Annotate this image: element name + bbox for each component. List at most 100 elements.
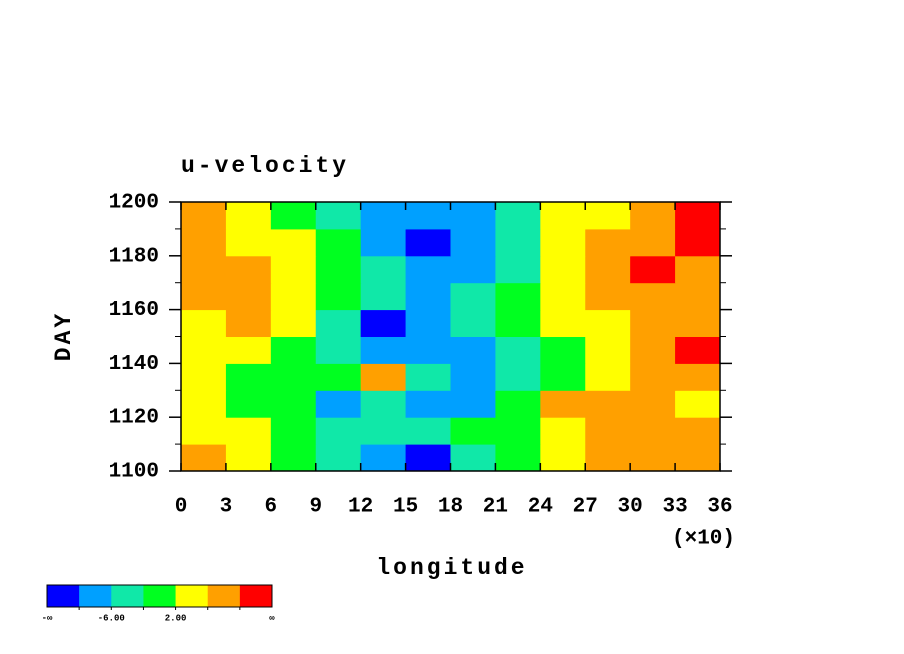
x-factor-label: (×10) [672,528,735,551]
heat-cell [630,444,676,472]
heat-cell [675,390,721,418]
heat-cell [675,444,721,472]
heat-cell [585,255,631,284]
heat-cell [360,444,407,472]
x-tick-label: 36 [707,496,732,519]
y-tick-label: 1200 [109,192,159,215]
heat-cell [540,390,586,418]
heat-cell [495,255,541,284]
heat-cell [450,417,496,445]
colorbar-swatch [111,585,144,607]
heat-cell [450,444,496,472]
colorbar-swatch [47,585,80,607]
heat-cell [315,390,362,418]
heat-cell [675,202,721,230]
y-tick-label: 1140 [109,353,159,376]
heat-cell [225,202,272,230]
y-tick-label: 1120 [109,407,159,430]
y-tick-label: 1160 [109,299,159,322]
heat-cell [181,336,227,364]
heat-cell [495,309,541,337]
heat-cell [405,282,451,311]
x-tick-label: 0 [175,496,188,519]
heat-cell [495,417,541,445]
heat-cell [405,202,451,230]
heat-cell [450,309,496,337]
heat-cell [540,282,586,311]
heat-cell [450,336,496,364]
heat-cell [225,282,272,311]
heat-cell [225,255,272,284]
heat-cell [181,202,227,230]
heat-cell [585,390,631,418]
heat-cell [675,228,721,257]
heat-cell [225,363,272,391]
heat-cell [270,309,317,337]
heat-cell [315,309,362,337]
heat-cell [585,202,631,230]
heat-cell [450,255,496,284]
x-axis-label: longitude [376,555,527,581]
heat-cell [225,444,272,472]
colorbar-swatch [79,585,112,607]
colorbar-label: 2.00 [165,613,187,623]
heat-cell [315,336,362,364]
heat-cell [360,255,407,284]
heat-cell [360,202,407,230]
heat-cell [315,417,362,445]
x-tick-label: 12 [348,496,373,519]
heat-cell [315,228,362,257]
heat-cell [225,228,272,257]
heat-cell [181,282,227,311]
colorbar-frame [46,584,273,608]
heat-cell [450,202,496,230]
heat-cell [315,255,362,284]
colorbar-label: -∞ [42,613,53,623]
y-tick-label: 1180 [109,245,159,268]
heat-cell [630,336,676,364]
heat-cell [225,309,272,337]
heat-cell [585,336,631,364]
y-tick-label: 1100 [109,461,159,484]
heat-cell [270,336,317,364]
colorbar-swatch [207,585,241,607]
heat-cell [450,282,496,311]
heat-cell [405,255,451,284]
x-tick-label: 3 [220,496,233,519]
heat-cell [270,282,317,311]
heat-cell [315,363,362,391]
heat-cell [540,228,586,257]
heat-cell [540,309,586,337]
colorbar-swatch [175,585,209,607]
heat-cell [360,390,407,418]
chart-title: u-velocity [181,153,349,179]
heat-cell [495,228,541,257]
heat-cell [270,228,317,257]
heat-cell [405,309,451,337]
colorbar-label: ∞ [269,613,275,623]
heat-cell [181,363,227,391]
heat-cell [270,444,317,472]
heat-cell [585,309,631,337]
heat-cell [675,336,721,364]
heat-cell [675,309,721,337]
heat-cell [585,417,631,445]
heat-cell [540,336,586,364]
heat-cell [675,255,721,284]
heat-cell [450,363,496,391]
heat-cell [360,417,407,445]
heat-cell [181,309,227,337]
x-tick-label: 6 [265,496,278,519]
x-tick-label: 27 [573,496,598,519]
x-tick-label: 24 [528,496,553,519]
heat-cell [405,417,451,445]
heat-cell [360,363,407,391]
heat-cell [360,228,407,257]
heat-cell [270,363,317,391]
heat-cell [181,444,227,472]
heat-cell [450,390,496,418]
heat-cell [630,228,676,257]
heat-cell [270,417,317,445]
heat-cell [675,417,721,445]
